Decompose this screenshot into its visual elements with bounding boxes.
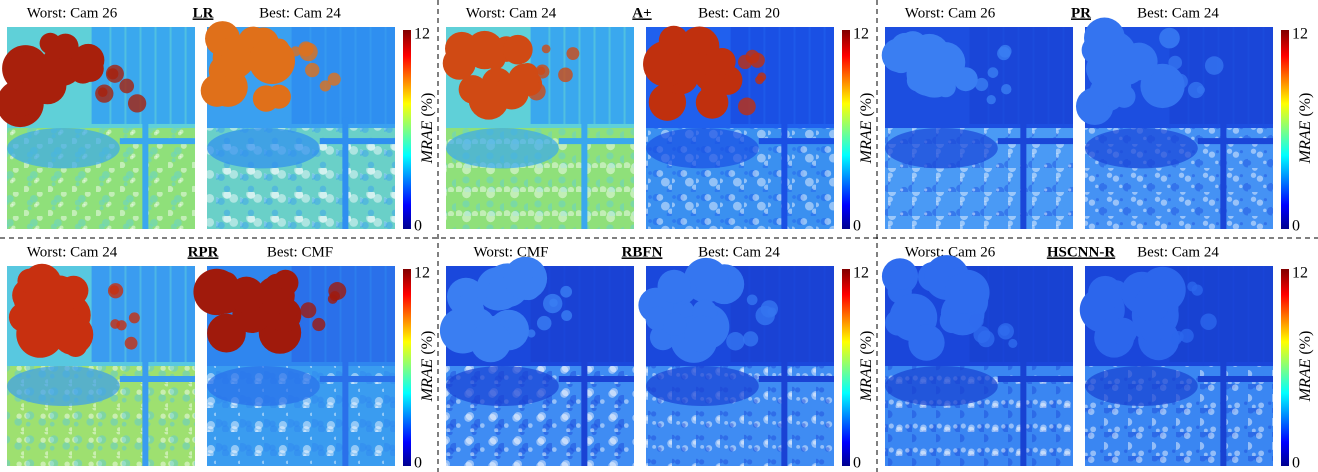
method-label: HSCNN-R — [1047, 244, 1116, 260]
best-label: Best: Cam 24 — [1137, 5, 1219, 21]
colorbar-label: MRAE(%) — [858, 331, 875, 403]
colorbar-label: MRAE(%) — [419, 93, 436, 165]
method-label: A+ — [632, 5, 651, 21]
worst-label: Worst: CMF — [473, 244, 548, 260]
colorbar-tick: 0 — [853, 455, 861, 472]
heatmap-image — [1075, 17, 1273, 229]
method-label: PR — [1071, 5, 1091, 21]
colorbar — [842, 30, 850, 229]
colorbar — [403, 269, 411, 466]
best-label: Best: Cam 24 — [698, 244, 780, 260]
worst-label: Worst: Cam 24 — [466, 5, 557, 21]
worst-label: Worst: Cam 26 — [27, 5, 118, 21]
colorbar-tick: 0 — [853, 218, 861, 235]
colorbar-tick: 0 — [414, 218, 422, 235]
colorbar-tick: 12 — [414, 26, 430, 43]
best-label: Best: CMF — [267, 244, 333, 260]
method-label: RBFN — [622, 244, 663, 260]
colorbar-tick: 12 — [853, 265, 869, 282]
colorbar — [1281, 30, 1289, 229]
colorbar — [1281, 269, 1289, 466]
heatmap-image — [638, 257, 834, 466]
colorbar-tick: 0 — [1292, 455, 1300, 472]
colorbar-tick: 12 — [853, 26, 869, 43]
colorbar-tick: 0 — [414, 455, 422, 472]
heatmap-image — [442, 27, 634, 229]
colorbar-tick: 12 — [1292, 26, 1308, 43]
method-label: RPR — [188, 244, 219, 260]
heatmap-image — [193, 266, 395, 466]
colorbar-label: MRAE(%) — [419, 331, 436, 403]
colorbar-label: MRAE(%) — [1297, 331, 1314, 403]
heatmap-image — [1079, 266, 1273, 466]
heatmap-image — [0, 27, 195, 229]
method-label: LR — [193, 5, 214, 21]
heatmap-image — [643, 25, 834, 229]
heatmap-image — [200, 21, 395, 229]
colorbar-label: MRAE(%) — [1297, 93, 1314, 165]
colorbar-tick: 12 — [1292, 265, 1308, 282]
heatmap-image — [7, 263, 195, 466]
colorbar — [403, 30, 411, 229]
colorbar-tick: 0 — [1292, 218, 1300, 235]
heatmap-image — [881, 27, 1073, 229]
colorbar — [842, 269, 850, 466]
colorbar-label: MRAE(%) — [858, 93, 875, 165]
colorbar-tick: 12 — [414, 265, 430, 282]
best-label: Best: Cam 24 — [1137, 244, 1219, 260]
best-label: Best: Cam 24 — [259, 5, 341, 21]
heatmap-image — [439, 256, 634, 466]
worst-label: Worst: Cam 24 — [27, 244, 118, 260]
best-label: Best: Cam 20 — [698, 5, 780, 21]
worst-label: Worst: Cam 26 — [905, 5, 996, 21]
heatmap-image — [881, 255, 1073, 466]
worst-label: Worst: Cam 26 — [905, 244, 996, 260]
